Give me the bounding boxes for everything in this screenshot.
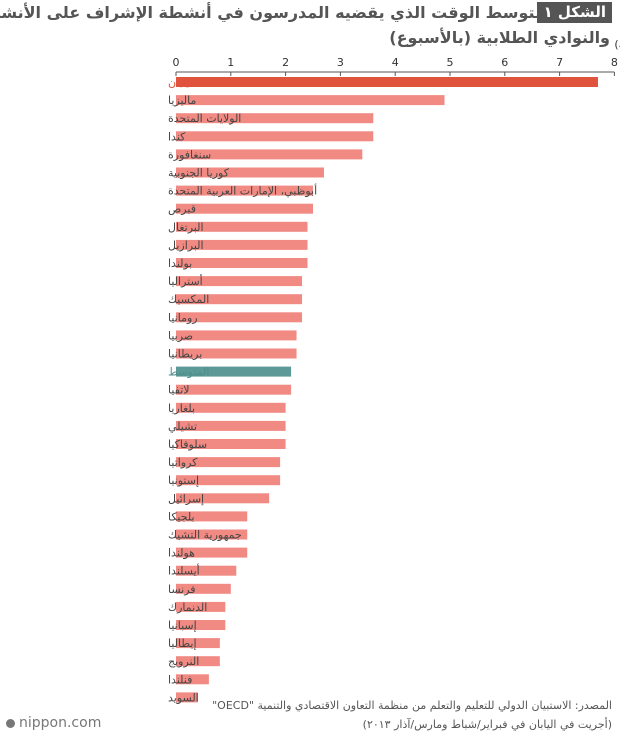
brand-name: nippon.com xyxy=(19,715,102,731)
category-label-15: بريطانيا xyxy=(168,348,202,361)
category-label-23: إسرائيل xyxy=(168,492,204,505)
category-label-14: صربيا xyxy=(168,329,193,342)
x-tick-label-3: 3 xyxy=(337,56,344,69)
bar-24 xyxy=(176,511,248,522)
bar-3 xyxy=(176,131,374,142)
bar-23 xyxy=(176,493,270,504)
category-label-32: النرويج xyxy=(168,655,199,668)
category-label-2: الولايات المتحدة xyxy=(168,112,241,125)
bar-1 xyxy=(176,95,445,106)
bar-25 xyxy=(176,529,248,540)
brand-dot-icon xyxy=(6,718,15,728)
bar-2 xyxy=(176,113,374,124)
bar-19 xyxy=(176,420,286,431)
bar-30 xyxy=(176,620,226,630)
category-label-34: السويد xyxy=(168,691,199,704)
bar-7 xyxy=(176,203,313,214)
chart-title-line2: والنوادي الطلابية (بالأسبوع) xyxy=(389,28,610,47)
x-tick-label-7: 7 xyxy=(556,56,563,69)
bar-31 xyxy=(176,638,220,649)
category-label-20: سلوفاكيا xyxy=(168,438,207,451)
x-tick-label-2: 2 xyxy=(282,56,289,69)
bar-18 xyxy=(176,402,286,413)
brand-logo: nippon.com xyxy=(6,715,101,731)
chart-title-line1: متوسط الوقت الذي يقضيه المدرسون في أنشطة… xyxy=(0,3,545,22)
category-label-25: جمهورية التشيك xyxy=(168,529,242,542)
unit-label: (ساعة) xyxy=(614,38,620,51)
category-label-11: أستراليا xyxy=(168,274,203,288)
category-label-13: رومانيا xyxy=(168,311,198,324)
category-label-24: بلجيكا xyxy=(168,510,195,523)
category-label-18: بلغاريا xyxy=(168,402,195,415)
bar-8 xyxy=(176,221,308,232)
category-label-30: إسبانيا xyxy=(168,619,197,632)
bar-12 xyxy=(176,294,303,305)
x-tick-label-5: 5 xyxy=(447,56,454,69)
bar-33 xyxy=(176,674,209,685)
source-note: المصدر: الاستبيان الدولي للتعليم والتعلم… xyxy=(202,696,612,734)
bar-0 xyxy=(176,77,598,87)
category-label-28: فرنسا xyxy=(168,583,196,596)
category-label-16: المتوسط xyxy=(168,366,209,379)
bar-6 xyxy=(176,185,313,196)
category-label-17: لاتفيا xyxy=(168,384,190,397)
bar-14 xyxy=(176,330,297,341)
bar-20 xyxy=(176,439,286,449)
bar-15 xyxy=(176,348,297,359)
category-label-5: كوريا الجنوبية xyxy=(168,167,230,180)
bar-34 xyxy=(176,692,198,703)
category-label-6: أبوظبي، الإمارات العربية المتحدة xyxy=(168,184,317,198)
source-line1: المصدر: الاستبيان الدولي للتعليم والتعلم… xyxy=(212,699,612,712)
x-tick-label-0: 0 xyxy=(173,56,180,69)
category-label-22: إستونيا xyxy=(168,474,199,487)
category-label-8: البرتغال xyxy=(168,221,204,234)
bar-29 xyxy=(176,601,226,612)
figure-label: الشكل ١ xyxy=(537,2,612,23)
category-label-3: كندا xyxy=(168,130,186,143)
category-label-1: ماليزيا xyxy=(168,94,197,107)
bar-17 xyxy=(176,384,292,395)
x-tick-label-6: 6 xyxy=(501,56,508,69)
bar-28 xyxy=(176,583,231,594)
category-label-27: أيسلندا xyxy=(168,564,200,578)
bar-11 xyxy=(176,276,303,287)
x-tick-label-1: 1 xyxy=(227,56,234,69)
category-label-12: المكسيك xyxy=(168,293,209,306)
category-label-0: اليابان xyxy=(168,76,196,89)
chart-header: الشكل ١ متوسط الوقت الذي يقضيه المدرسون … xyxy=(0,0,620,55)
bar-4 xyxy=(176,149,363,160)
category-label-21: كرواتيا xyxy=(168,456,198,469)
category-label-9: البرازيل xyxy=(168,239,204,252)
bar-10 xyxy=(176,258,308,268)
category-label-19: تشيلي xyxy=(168,420,197,433)
category-label-10: بولندا xyxy=(168,257,192,270)
category-label-7: قبرص xyxy=(168,203,196,216)
bar-16 xyxy=(176,366,292,377)
bar-22 xyxy=(176,475,281,486)
bar-5 xyxy=(176,167,324,178)
bar-21 xyxy=(176,457,281,468)
bar-13 xyxy=(176,312,303,323)
source-line2: (أجريت في اليابان في فبراير/شباط ومارس/آ… xyxy=(362,718,612,731)
category-label-31: إيطاليا xyxy=(168,637,197,650)
bar-9 xyxy=(176,239,308,250)
category-label-33: فنلندا xyxy=(168,673,192,686)
category-label-29: الدنمارك xyxy=(168,601,207,614)
bar-27 xyxy=(176,565,237,576)
category-label-4: سنغافورة xyxy=(168,148,211,161)
bar-26 xyxy=(176,547,248,558)
bar-32 xyxy=(176,656,220,667)
x-tick-label-4: 4 xyxy=(392,56,399,69)
x-tick-label-8: 8 xyxy=(611,56,618,69)
category-label-26: هولندا xyxy=(168,547,195,560)
